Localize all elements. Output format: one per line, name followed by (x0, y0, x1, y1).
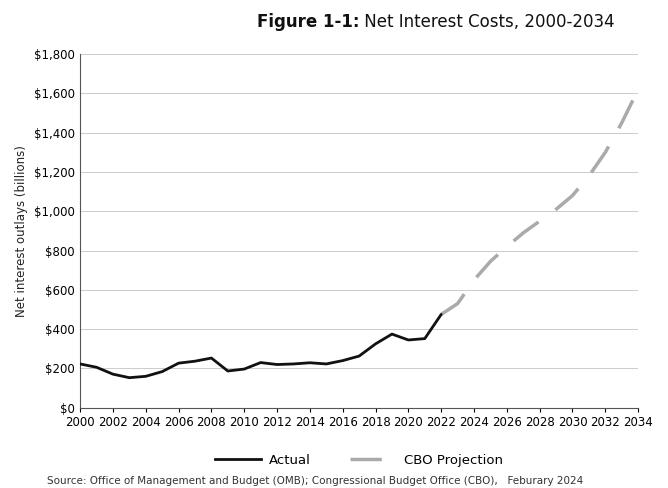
Text: Net Interest Costs, 2000‑2034: Net Interest Costs, 2000‑2034 (359, 13, 615, 31)
Text: Figure 1-1:: Figure 1-1: (257, 13, 359, 31)
Y-axis label: Net interest outlays (billions): Net interest outlays (billions) (15, 145, 28, 317)
Text: Source: Office of Management and Budget (OMB); Congressional Budget Office (CBO): Source: Office of Management and Budget … (47, 476, 583, 486)
Legend: Actual, CBO Projection: Actual, CBO Projection (210, 448, 509, 472)
